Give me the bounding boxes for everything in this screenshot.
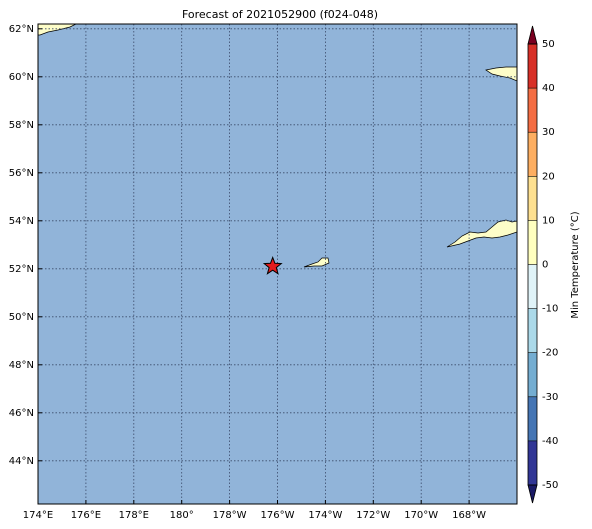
colorbar-segment [528,308,537,353]
colorbar-segment [528,176,537,221]
lat-tick-label: 60°N [9,72,34,83]
map-title: Forecast of 2021052900 (f024-048) [182,8,378,21]
lat-tick-label: 46°N [9,408,34,419]
lon-tick-label: 176°W [261,510,295,521]
colorbar-extend-top [527,25,538,45]
location-marker [262,255,283,275]
lat-tick-label: 58°N [9,120,34,131]
colorbar-segment [528,88,537,133]
lon-tick-label: 178°E [119,510,149,521]
lon-tick-label: 174°E [23,510,53,521]
lat-tick-label: 48°N [9,360,34,371]
colorbar-segment [528,396,537,441]
lon-tick-label: 168°W [452,510,486,521]
colorbar-tick-label: 20 [542,171,555,182]
colorbar-segment [528,264,537,309]
lat-tick-label: 54°N [9,216,34,227]
colorbar-tick-label: 50 [542,39,555,50]
lon-tick-label: 170°W [404,510,438,521]
lat-tick-label: 56°N [9,168,34,179]
colorbar-tick-label: -20 [542,348,558,359]
lat-tick-label: 44°N [9,456,34,467]
colorbar-tick-label: 30 [542,127,555,138]
colorbar-tick-label: -30 [542,392,558,403]
lon-tick-label: 174°W [308,510,342,521]
land [303,257,330,268]
colorbar-segment [528,220,537,265]
colorbar-tick-label: 40 [542,83,555,94]
colorbar-segment [528,440,537,485]
lon-tick-label: 172°W [356,510,390,521]
colorbar-tick-label: 0 [542,260,548,271]
colorbar-tick-label: -10 [542,304,558,315]
colorbar-label: Min Temperature (°C) [570,211,581,318]
graticule [37,24,517,504]
lon-tick-label: 180° [170,510,194,521]
lon-tick-label: 176°E [71,510,101,521]
colorbar-segment [528,132,537,177]
colorbar-tick-label: 10 [542,215,555,226]
lon-tick-label: 178°W [213,510,247,521]
colorbar-tick-label: -50 [542,480,558,491]
lat-tick-label: 50°N [9,312,34,323]
lat-tick-label: 52°N [9,264,34,275]
coastlines [37,23,518,268]
colorbar-extend-bottom [527,484,538,504]
colorbar-segment [528,352,537,397]
lat-tick-label: 62°N [9,24,34,35]
colorbar-segment [528,44,537,89]
land [446,219,518,248]
colorbar-tick-label: -40 [542,436,558,447]
